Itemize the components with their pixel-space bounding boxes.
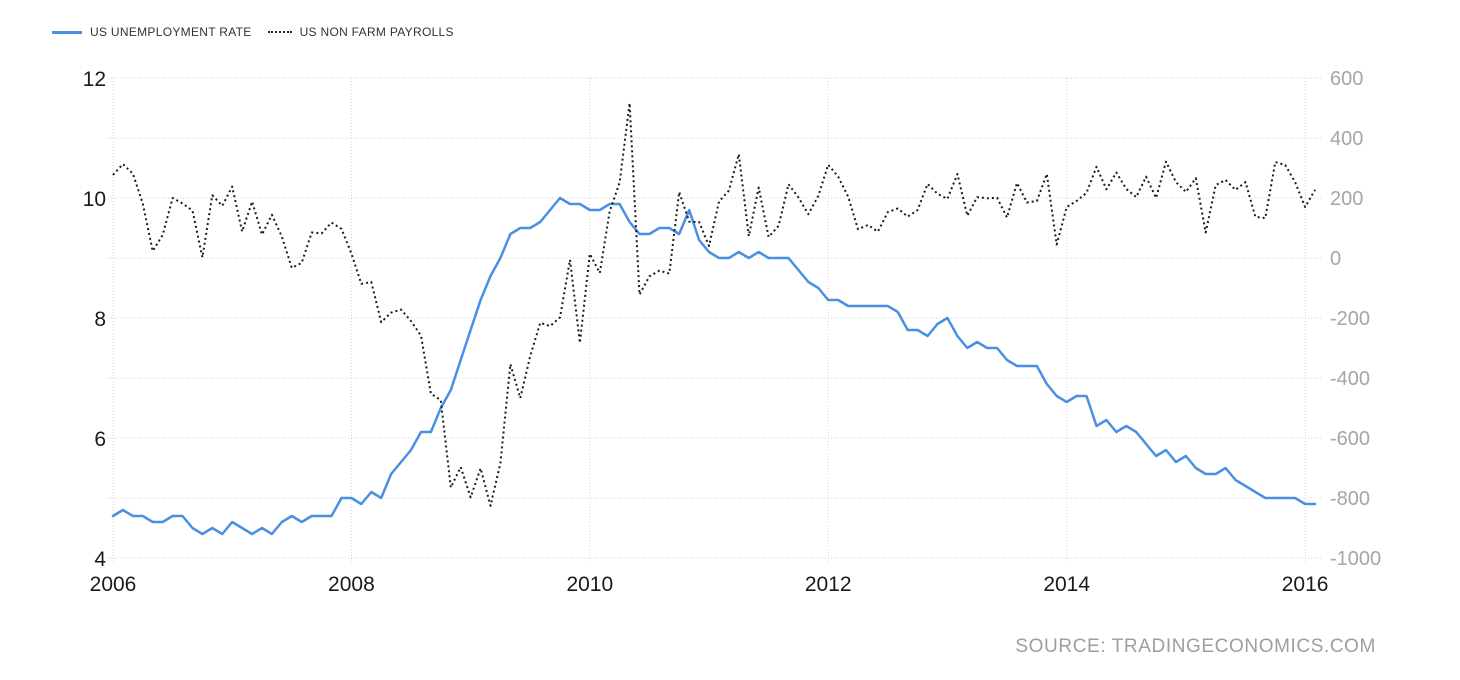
right-axis-tick-label: -800 [1330, 488, 1370, 510]
x-axis-tick-label: 2016 [1282, 573, 1329, 596]
right-axis-tick-label: 400 [1330, 128, 1363, 150]
x-axis-tick-label: 2010 [566, 573, 613, 596]
legend-label-unemployment-rate: US UNEMPLOYMENT RATE [90, 25, 252, 39]
right-axis-tick-label: 0 [1330, 248, 1341, 270]
left-axis-tick-label: 12 [83, 68, 106, 91]
right-axis-tick-label: -1000 [1330, 548, 1381, 570]
right-axis-tick-label: 600 [1330, 68, 1363, 90]
unemployment-rate-line[interactable] [111, 196, 1317, 536]
chart-legend: US UNEMPLOYMENT RATE US NON FARM PAYROLL… [52, 24, 454, 40]
legend-item-unemployment-rate[interactable]: US UNEMPLOYMENT RATE [52, 25, 252, 39]
x-axis-tick-label: 2014 [1043, 573, 1090, 596]
legend-label-non-farm-payrolls: US NON FARM PAYROLLS [299, 25, 454, 39]
right-axis-tick-label: 200 [1330, 188, 1363, 210]
left-axis-tick-label: 10 [83, 188, 106, 211]
left-axis-tick-label: 8 [94, 308, 106, 331]
right-axis-tick-label: -600 [1330, 428, 1370, 450]
right-axis-tick-label: -400 [1330, 368, 1370, 390]
x-axis-tick-label: 2012 [805, 573, 852, 596]
legend-item-non-farm-payrolls[interactable]: US NON FARM PAYROLLS [267, 25, 454, 39]
payrolls-dotted-line-swatch-icon [267, 31, 292, 33]
x-axis-tick-label: 2006 [90, 573, 137, 596]
left-axis-tick-label: 6 [94, 428, 106, 451]
unemployment-line-swatch-icon [52, 30, 82, 34]
x-axis-tick-label: 2008 [328, 573, 375, 596]
source-credit: SOURCE: TRADINGECONOMICS.COM [1015, 636, 1376, 657]
left-axis-tick-label: 4 [94, 548, 106, 571]
right-axis-tick-label: -200 [1330, 308, 1370, 330]
non-farm-payrolls-line[interactable] [112, 102, 1316, 507]
